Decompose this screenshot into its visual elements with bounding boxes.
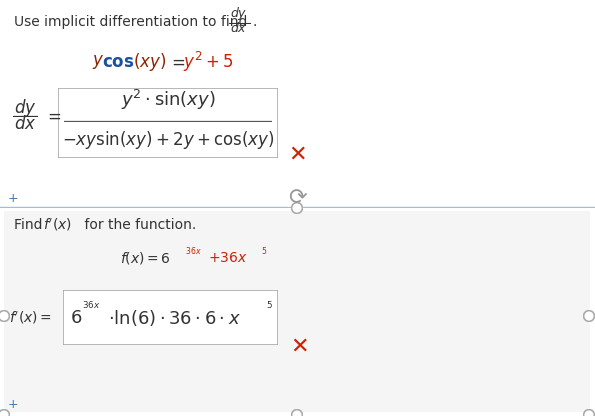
Circle shape [584, 410, 594, 416]
Text: $f(x) = 6$: $f(x) = 6$ [120, 250, 171, 266]
Text: $=$: $=$ [168, 53, 186, 71]
Text: $ + 36x$: $ + 36x$ [208, 251, 248, 265]
Text: $=$: $=$ [44, 107, 61, 125]
FancyBboxPatch shape [0, 207, 595, 416]
Text: .: . [253, 15, 258, 29]
Text: $\bf{cos}$: $\bf{cos}$ [102, 53, 134, 71]
Text: $^{36x}$: $^{36x}$ [185, 247, 202, 257]
Text: $^5$: $^5$ [266, 302, 273, 314]
Text: ⟳: ⟳ [288, 188, 306, 208]
Text: $(xy)$: $(xy)$ [133, 51, 166, 73]
Text: $dx$: $dx$ [14, 115, 36, 133]
Text: Use implicit differentiation to find: Use implicit differentiation to find [14, 15, 248, 29]
Circle shape [0, 410, 10, 416]
Text: $y$: $y$ [92, 53, 105, 71]
Circle shape [292, 410, 302, 416]
Text: ✕: ✕ [288, 145, 306, 165]
Text: $y^2 + 5$: $y^2 + 5$ [183, 50, 233, 74]
FancyBboxPatch shape [58, 88, 278, 158]
Text: +: + [8, 191, 18, 205]
Text: ✕: ✕ [290, 337, 309, 357]
Text: $f'(x)$: $f'(x)$ [43, 217, 72, 233]
Text: $dy$: $dy$ [230, 5, 248, 22]
Circle shape [0, 311, 10, 322]
Text: $y^2 \cdot \sin(xy)$: $y^2 \cdot \sin(xy)$ [121, 88, 215, 112]
Text: $^5$: $^5$ [261, 247, 267, 257]
Text: Find: Find [14, 218, 47, 232]
Text: $-xy\sin(xy)+2y+\cos(xy)$: $-xy\sin(xy)+2y+\cos(xy)$ [62, 129, 274, 151]
Text: $6$: $6$ [70, 309, 82, 327]
Circle shape [584, 311, 594, 322]
Text: for the function.: for the function. [80, 218, 196, 232]
Text: $^{36x}$: $^{36x}$ [82, 302, 101, 314]
FancyBboxPatch shape [63, 290, 278, 345]
Circle shape [292, 203, 302, 213]
Text: $\cdot\ln(6)\cdot 36\cdot 6\cdot x$: $\cdot\ln(6)\cdot 36\cdot 6\cdot x$ [108, 308, 241, 328]
Text: $dx$: $dx$ [230, 21, 248, 35]
Text: +: + [8, 399, 18, 411]
Text: $f'(x) =$: $f'(x) =$ [9, 310, 52, 326]
Text: $dy$: $dy$ [14, 97, 36, 119]
